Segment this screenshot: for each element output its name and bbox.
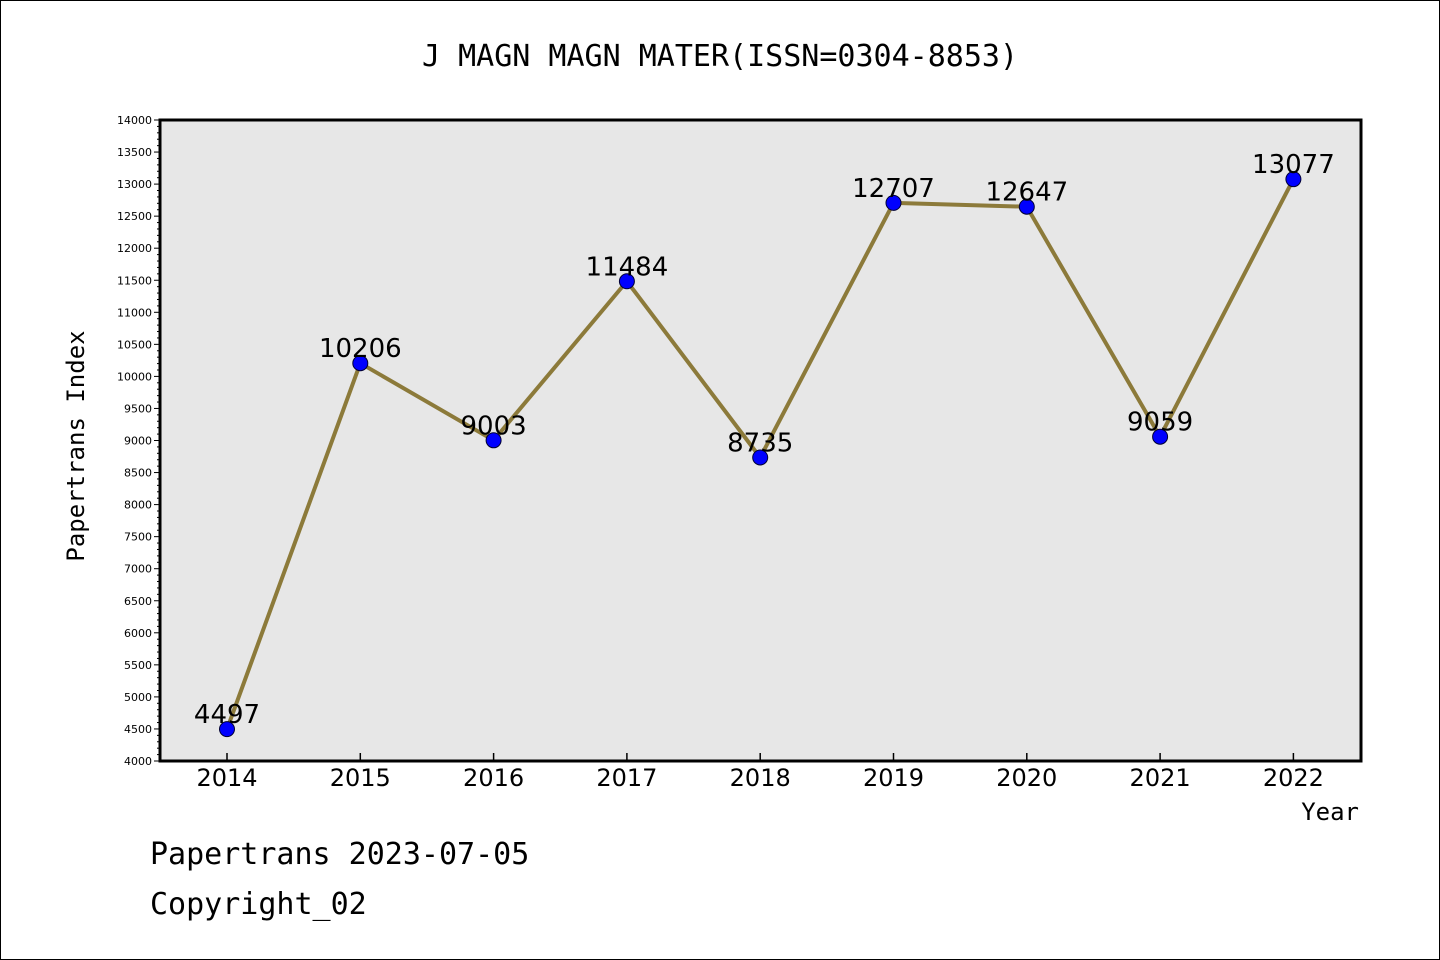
y-tick-label: 7500 xyxy=(124,531,152,544)
data-point xyxy=(1285,171,1302,188)
data-label: 4497 xyxy=(194,700,260,730)
y-tick-label: 4000 xyxy=(124,755,152,768)
x-tick-label: 2017 xyxy=(596,764,657,792)
data-label: 12647 xyxy=(985,178,1068,208)
footer-copyright: Copyright_02 xyxy=(150,887,367,922)
y-tick-label: 12000 xyxy=(117,242,152,255)
data-point xyxy=(219,721,235,738)
y-tick-label: 8000 xyxy=(124,499,152,512)
x-tick-label: 2016 xyxy=(463,764,524,792)
data-point xyxy=(885,194,902,211)
x-tick-label: 2015 xyxy=(330,764,391,792)
footer-date: Papertrans 2023-07-05 xyxy=(150,837,529,872)
data-label: 9003 xyxy=(461,411,527,441)
y-axis-title: Papertrans Index xyxy=(62,330,90,561)
x-axis: 2014 2015 2016 2017 2018 2019 2020 2021 2022 xyxy=(196,753,1324,792)
x-axis-title: Year xyxy=(1301,798,1359,826)
data-point xyxy=(1152,428,1169,445)
y-tick-label: 5500 xyxy=(124,659,152,672)
y-tick-label: 9000 xyxy=(124,435,152,448)
y-tick-label: 9500 xyxy=(124,402,152,415)
y-tick-label: 6500 xyxy=(124,595,152,608)
data-label: 8735 xyxy=(727,428,793,458)
y-tick-label: 10500 xyxy=(117,338,152,351)
data-point xyxy=(352,355,369,372)
x-tick-label: 2022 xyxy=(1263,764,1324,792)
y-tick-label: 12500 xyxy=(117,210,152,223)
y-tick-label: 11500 xyxy=(117,274,152,287)
data-label-layer: 4497 10206 9003 11484 8735 12707 12647 9059 1307… xyxy=(194,150,1335,730)
y-tick-label: 4500 xyxy=(124,723,152,736)
plot-border xyxy=(158,118,1363,763)
data-point xyxy=(485,432,502,449)
x-tick-label: 2014 xyxy=(196,764,257,792)
data-label: 13077 xyxy=(1252,150,1335,180)
y-axis: 4000 4500 5000 5500 6000 6500 7000 7500 8000 8500… xyxy=(117,114,160,768)
data-label: 12707 xyxy=(852,174,935,204)
chart-title: J MAGN MAGN MATER(ISSN=0304-8853) xyxy=(422,39,1018,74)
y-tick-label: 14000 xyxy=(117,114,152,127)
series-layer xyxy=(219,171,1302,738)
data-point xyxy=(752,449,769,466)
data-label: 9059 xyxy=(1127,408,1193,438)
y-tick-label: 5000 xyxy=(124,691,152,704)
y-tick-label: 6000 xyxy=(124,627,152,640)
data-point xyxy=(618,273,635,290)
y-tick-label: 7000 xyxy=(124,563,152,576)
y-tick-label: 8500 xyxy=(124,467,152,480)
y-tick-label: 10000 xyxy=(117,370,152,383)
x-tick-label: 2021 xyxy=(1130,764,1191,792)
x-tick-label: 2019 xyxy=(863,764,924,792)
y-tick-label: 13000 xyxy=(117,178,152,191)
data-label: 10206 xyxy=(319,334,402,364)
y-tick-label: 13500 xyxy=(117,146,152,159)
data-label: 11484 xyxy=(586,252,669,282)
y-tick-label: 11000 xyxy=(117,306,152,319)
x-tick-label: 2018 xyxy=(730,764,791,792)
x-tick-label: 2020 xyxy=(996,764,1057,792)
data-point xyxy=(1018,198,1035,215)
